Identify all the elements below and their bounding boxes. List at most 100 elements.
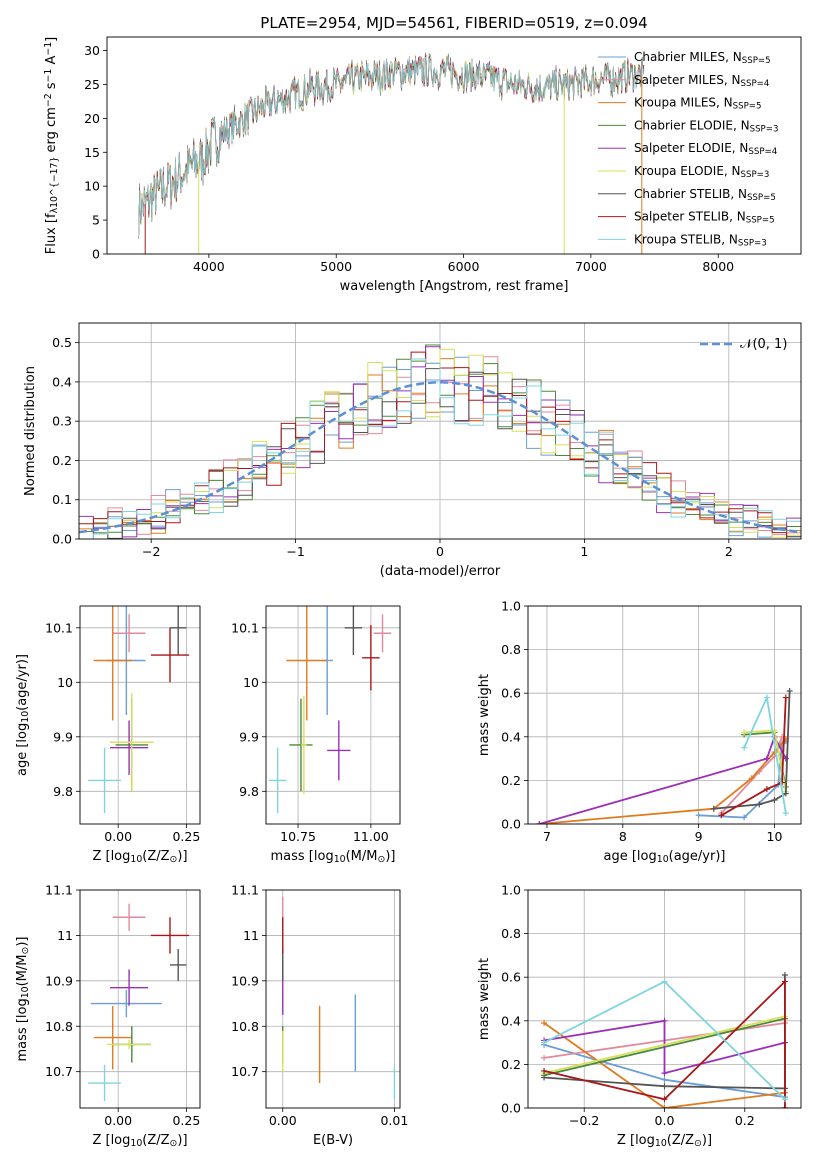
x-tick-label: 0.00: [104, 1113, 132, 1128]
spectrum-kroupa-stelib: [138, 56, 645, 237]
weight-marker: [541, 1039, 548, 1046]
x-tick-label: 10: [767, 829, 783, 844]
x-tick-label: 0.00: [104, 829, 132, 844]
weight-series-kroupa-stelib: [541, 978, 788, 1103]
x-axis-label: Z [log10(Z/Z⊙)]: [92, 1133, 187, 1149]
x-tick-label: 8: [619, 829, 627, 844]
x-tick-label: 0.25: [172, 1113, 200, 1128]
weight-marker: [781, 1096, 788, 1103]
errorbar-point-kroupa-stelib: [88, 1064, 121, 1102]
errorbar-point-salpeter-miles: [373, 614, 392, 653]
weight-marker: [741, 729, 748, 736]
legend-label: Kroupa MILES, NSSP=5: [634, 96, 762, 112]
y-tick-label: 1.0: [501, 599, 521, 614]
chart-spectrum: 4000 5000 6000 7000 8000 0 5 10 15 20 25 30 waveleng…: [43, 14, 802, 294]
weight-marker: [661, 978, 668, 985]
y-tick-label: 0.0: [501, 817, 521, 832]
x-tick-label: 10.75: [280, 829, 316, 844]
y-tick-label: 0.6: [501, 970, 521, 985]
x-tick-label: −0.2: [569, 1113, 599, 1128]
chart-age-vs-Z: 0.00 0.25 9.8 9.9 10 10.1 Z [log10(Z/Z⊙)] age […: [15, 605, 201, 865]
weight-marker: [748, 775, 755, 782]
legend-label: Kroupa STELIB, NSSP=3: [634, 232, 767, 248]
y-tick-label: 0.4: [501, 729, 521, 744]
chart-weight-vs-age: 7 8 9 10 0.0 0.2 0.4 0.6 0.8 1.0 age [log10(age/yr…: [477, 599, 802, 865]
axes-frame: [265, 889, 401, 1109]
errorbar-point-chabrier-stelib: [170, 606, 187, 656]
weight-marker: [661, 1070, 668, 1077]
y-tick-label: 0.2: [501, 1057, 521, 1072]
y-tick-label: 10.7: [231, 1064, 259, 1079]
chart-mass-vs-Z: 0.00 0.25 10.7 10.8 10.9 11 11.1 Z [log10(Z/Z⊙)…: [15, 883, 201, 1149]
weight-marker: [771, 797, 778, 804]
y-tick-label: 10.7: [45, 1064, 73, 1079]
y-tick-label: 0: [92, 247, 100, 262]
x-tick-label: 0.00: [269, 1113, 297, 1128]
y-tick-label: 0.4: [501, 1013, 521, 1028]
weight-marker: [741, 814, 748, 821]
y-tick-label: 0.2: [52, 453, 72, 468]
errorbar-point-kroupa-miles: [93, 606, 132, 721]
y-axis-label: mass [log10(M/M⊙)]: [15, 937, 31, 1062]
weight-line: [539, 738, 787, 824]
y-axis-label: mass weight: [477, 958, 492, 1040]
weight-marker: [710, 805, 717, 812]
x-tick-label: 2: [725, 544, 733, 559]
errorbar-point-kroupa-stelib: [88, 747, 121, 814]
legend-label: Kroupa ELODIE, NSSP=3: [634, 164, 769, 180]
x-tick-label: 9: [695, 829, 703, 844]
weight-series-chabrier-stelib: [710, 688, 793, 812]
y-tick-label: 9.8: [53, 784, 73, 799]
legend-label: Chabrier STELIB, NSSP=5: [634, 187, 776, 203]
errorbar-point-chabrier-stelib: [344, 606, 363, 656]
y-tick-label: 10.8: [231, 1019, 259, 1034]
weight-marker: [782, 694, 789, 701]
axes-frame: [265, 605, 401, 825]
y-tick-label: 9.9: [239, 729, 259, 744]
y-tick-label: 9.8: [239, 784, 259, 799]
weight-marker: [763, 786, 770, 793]
weight-marker: [661, 1083, 668, 1090]
y-tick-label: 30: [84, 43, 100, 58]
weight-line: [539, 734, 787, 824]
y-axis-label: age [log10(age/yr)]: [15, 654, 31, 776]
errorbar-point-salpeter-stelib: [362, 625, 380, 691]
legend-label: 𝒩(0, 1): [740, 337, 787, 352]
y-axis-label: Normed distribution: [23, 366, 38, 496]
y-tick-label: 0.6: [501, 686, 521, 701]
y-tick-label: 10.1: [45, 620, 73, 635]
errorbar-point-salpeter-stelib: [150, 627, 190, 683]
plot-area: [88, 903, 190, 1102]
chart-residuals: −2 −1 0 1 2 0.0 0.1 0.2 0.3 0.4 0.5 (data-model)/er…: [23, 322, 802, 579]
y-tick-label: 11: [243, 928, 259, 943]
x-axis-label: Z [log10(Z/Z⊙)]: [617, 1133, 712, 1149]
errorbar-point-kroupa-miles: [286, 606, 328, 721]
y-tick-label: 10: [57, 675, 73, 690]
weight-marker: [781, 1105, 788, 1108]
y-tick-label: 10.9: [45, 973, 73, 988]
x-tick-label: 8000: [702, 259, 734, 274]
axes-frame: [527, 605, 802, 825]
weight-marker: [763, 694, 770, 701]
y-tick-label: 10.9: [231, 973, 259, 988]
y-tick-label: 11.1: [231, 883, 259, 898]
axes-frame: [79, 605, 201, 825]
y-tick-label: 0.0: [501, 1101, 521, 1116]
x-axis-label: (data-model)/error: [380, 564, 501, 579]
y-tick-label: 0.1: [52, 492, 72, 507]
x-tick-label: 11.00: [353, 829, 389, 844]
chart-weight-vs-Z: −0.2 0.0 0.2 0.0 0.2 0.4 0.6 0.8 1.0 Z [log10(Z/Z…: [477, 883, 802, 1149]
x-tick-label: 0.01: [380, 1113, 408, 1128]
errorbar-point-kroupa-elodie: [110, 693, 154, 792]
legend-label: Salpeter ELODIE, NSSP=4: [634, 141, 777, 157]
weight-line: [720, 697, 787, 817]
x-axis-label: wavelength [Angstrom, rest frame]: [340, 279, 569, 294]
errorbar-point-salpeter-miles: [112, 614, 146, 653]
errorbar-point-salpeter-elodie: [327, 720, 351, 781]
plot-area: [282, 896, 396, 1099]
weight-marker: [786, 688, 793, 695]
errorbar-point-salpeter-miles: [112, 903, 146, 931]
x-tick-label: −1: [286, 544, 304, 559]
plot-area: [79, 344, 801, 539]
